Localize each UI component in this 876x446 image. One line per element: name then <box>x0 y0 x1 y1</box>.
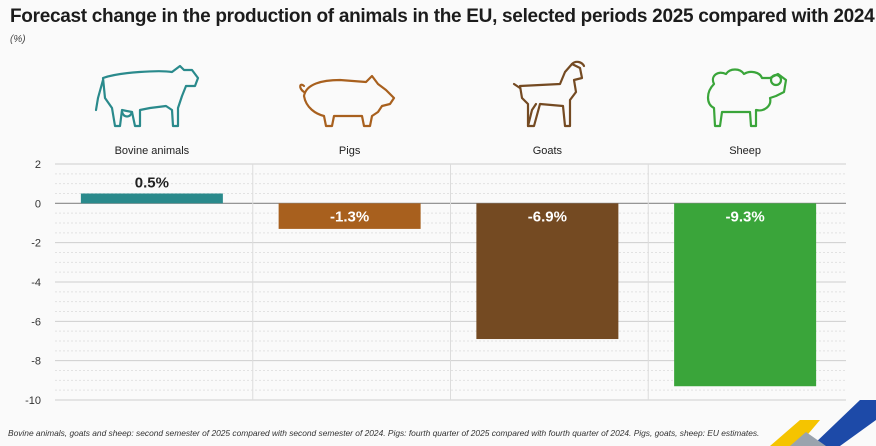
cow-icon <box>94 64 200 128</box>
bar-bovine-animals <box>80 193 223 204</box>
category-separators <box>252 164 649 400</box>
y-axis-ticks: 2 0 -2 -4 -6 -8 -10 <box>25 159 41 407</box>
bars <box>80 193 817 387</box>
goat-icon <box>512 60 586 128</box>
data-labels: 0.5% -1.3% -6.9% -9.3% <box>135 175 765 226</box>
footnote: Bovine animals, goats and sheep: second … <box>8 428 760 438</box>
category-label: Bovine animals <box>115 145 190 157</box>
y-tick-label: 0 <box>35 198 41 210</box>
category-labels: Bovine animals Pigs Goats Sheep <box>115 145 761 157</box>
data-label: -9.3% <box>726 208 765 225</box>
unit-label: (%) <box>10 34 26 45</box>
y-tick-label: -6 <box>31 316 41 328</box>
bar-sheep <box>674 203 817 387</box>
category-label: Pigs <box>339 145 361 157</box>
category-label: Sheep <box>729 145 761 157</box>
category-label: Goats <box>533 145 563 157</box>
pig-icon <box>299 74 396 128</box>
y-tick-label: -2 <box>31 238 41 250</box>
y-tick-label: 2 <box>35 159 41 171</box>
bar-pigs <box>278 203 421 229</box>
bar-goats <box>476 203 619 340</box>
chart-title: Forecast change in the production of ani… <box>10 6 875 27</box>
data-label: 0.5% <box>135 175 169 192</box>
data-label: -6.9% <box>528 208 567 225</box>
y-tick-label: -4 <box>31 277 41 289</box>
sheep-icon <box>706 68 788 128</box>
y-tick-label: -8 <box>31 356 41 368</box>
data-label: -1.3% <box>330 208 369 225</box>
y-tick-label: -10 <box>25 395 41 407</box>
